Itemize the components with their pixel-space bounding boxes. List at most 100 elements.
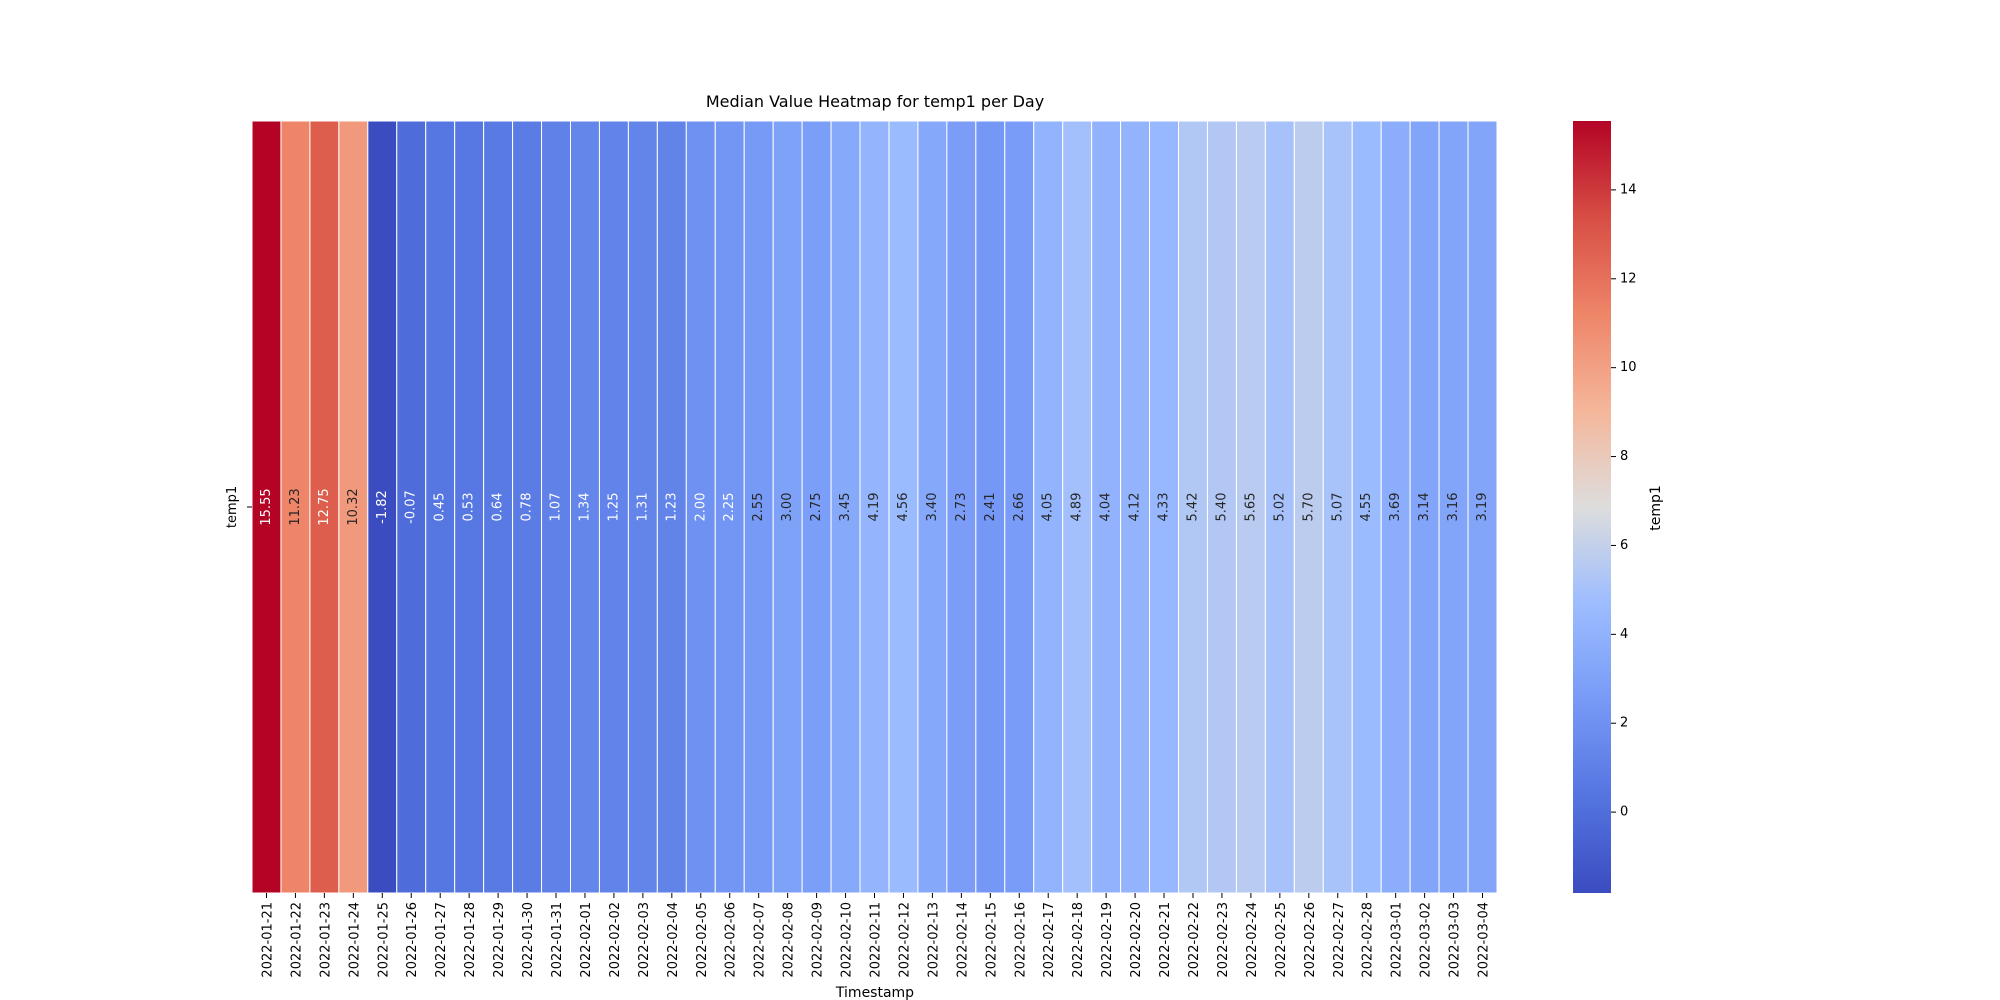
- x-tick-label: 2022-02-16: [1013, 902, 1028, 978]
- heatmap-cell: [512, 120, 543, 894]
- cell-value-label: 1.25: [606, 493, 621, 522]
- cell-value-label: 4.19: [867, 493, 882, 522]
- cell-value-label: 4.56: [896, 493, 911, 522]
- x-tick-label: 2022-02-22: [1187, 902, 1202, 978]
- x-tick-label: 2022-03-03: [1448, 902, 1463, 978]
- cell-value-label: 4.33: [1157, 493, 1172, 522]
- cell-value-label: 0.45: [433, 493, 448, 522]
- x-tick-label: 2022-02-09: [811, 902, 826, 978]
- x-tick-label: 2022-02-04: [666, 902, 681, 978]
- x-tick-label: 2022-02-13: [926, 902, 941, 978]
- heatmap-cell: [454, 120, 485, 894]
- x-tick-label: 2022-02-05: [695, 902, 710, 978]
- cell-value-label: 5.70: [1301, 493, 1316, 522]
- x-tick-label: 2022-01-22: [289, 902, 304, 978]
- cell-value-label: 1.23: [664, 493, 679, 522]
- heatmap-cell: [396, 120, 427, 894]
- cell-value-label: 3.45: [838, 493, 853, 522]
- cell-value-label: 15.55: [259, 488, 274, 525]
- x-tick-label: 2022-01-28: [463, 902, 478, 978]
- heatmap-cell: [859, 120, 890, 894]
- cell-value-label: -1.82: [375, 490, 390, 524]
- heatmap-cell: [1293, 120, 1324, 894]
- x-tick-label: 2022-02-15: [984, 902, 999, 978]
- cell-value-label: 3.00: [780, 493, 795, 522]
- heatmap-cell: [1467, 120, 1498, 894]
- heatmap-cell: [743, 120, 774, 894]
- colorbar-tick-label: 8: [1620, 449, 1628, 464]
- x-tick-label: 2022-01-24: [347, 902, 362, 978]
- x-tick-label: 2022-03-04: [1477, 902, 1492, 978]
- x-tick-label: 2022-02-18: [1071, 902, 1086, 978]
- cell-value-label: 4.04: [1099, 493, 1114, 522]
- cell-value-label: 4.12: [1128, 493, 1143, 522]
- cell-value-label: 1.34: [577, 493, 592, 522]
- x-tick-label: 2022-02-07: [753, 902, 768, 978]
- cell-value-label: 3.16: [1446, 493, 1461, 522]
- colorbar-tick-label: 4: [1620, 627, 1628, 642]
- heatmap-cell: [1120, 120, 1151, 894]
- heatmap-cell: [946, 120, 977, 894]
- x-axis-label: Timestamp: [835, 985, 914, 1000]
- cell-value-label: -0.07: [404, 490, 419, 524]
- x-tick-label: 2022-02-17: [1042, 902, 1057, 978]
- colorbar-tick-label: 12: [1620, 271, 1637, 286]
- cell-value-label: 0.78: [520, 493, 535, 522]
- colorbar-tick-label: 14: [1620, 182, 1637, 197]
- x-tick-label: 2022-02-20: [1129, 902, 1144, 978]
- cell-value-label: 5.42: [1185, 493, 1200, 522]
- x-tick-label: 2022-02-11: [869, 902, 884, 978]
- heatmap-cell: [1062, 120, 1093, 894]
- cell-value-label: 4.55: [1359, 493, 1374, 522]
- x-tick-label: 2022-01-23: [318, 902, 333, 978]
- row-label: temp1: [225, 486, 240, 528]
- x-tick-label: 2022-01-26: [405, 902, 420, 978]
- cell-value-label: 3.40: [925, 493, 940, 522]
- x-tick-label: 2022-02-02: [608, 902, 623, 978]
- heatmap-cell: [1004, 120, 1035, 894]
- cell-value-label: 12.75: [317, 488, 332, 525]
- cell-value-label: 4.89: [1070, 493, 1085, 522]
- heatmap-cell: [627, 120, 658, 894]
- x-tick-label: 2022-03-02: [1419, 902, 1434, 978]
- x-tick-label: 2022-02-12: [897, 902, 912, 978]
- heatmap-cell: [251, 120, 282, 894]
- colorbar-tick-label: 6: [1620, 538, 1628, 553]
- cell-value-label: 0.64: [491, 493, 506, 522]
- row-labels: temp1: [225, 486, 252, 528]
- heatmap-cell: [1438, 120, 1469, 894]
- x-tick-label: 2022-02-27: [1332, 902, 1347, 978]
- cell-value-label: 2.75: [809, 493, 824, 522]
- x-tick-label: 2022-02-28: [1361, 902, 1376, 978]
- cell-value-label: 1.07: [549, 493, 564, 522]
- heatmap-cell: [1380, 120, 1411, 894]
- cell-value-label: 5.02: [1272, 493, 1287, 522]
- cell-value-label: 3.14: [1417, 493, 1432, 522]
- x-tick-label: 2022-02-10: [840, 902, 855, 978]
- cell-value-label: 5.65: [1243, 493, 1258, 522]
- x-tick-label: 2022-02-08: [782, 902, 797, 978]
- colorbar-gradient: [1573, 121, 1611, 893]
- heatmap-cell: [1351, 120, 1382, 894]
- heatmap-cell: [280, 120, 311, 894]
- cell-value-label: 2.66: [1012, 493, 1027, 522]
- heatmap-cell: [1033, 120, 1064, 894]
- cell-value-label: 2.55: [751, 493, 766, 522]
- x-tick-label: 2022-01-21: [260, 902, 275, 978]
- cell-value-label: 3.19: [1475, 493, 1490, 522]
- x-tick-label: 2022-02-06: [724, 902, 739, 978]
- cell-value-label: 3.69: [1388, 493, 1403, 522]
- cell-value-label: 2.73: [954, 493, 969, 522]
- cell-value-label: 5.40: [1214, 493, 1229, 522]
- chart-title: Median Value Heatmap for temp1 per Day: [706, 92, 1044, 111]
- heatmap-cell: [685, 120, 716, 894]
- x-tick-label: 2022-01-29: [492, 902, 507, 978]
- heatmap-cell: [714, 120, 745, 894]
- cell-value-label: 1.31: [635, 493, 650, 522]
- x-tick-label: 2022-01-30: [521, 902, 536, 978]
- x-tick-label: 2022-02-01: [579, 902, 594, 978]
- colorbar-tick-label: 10: [1620, 360, 1637, 375]
- heatmap-cell: [569, 120, 600, 894]
- cell-value-label: 5.07: [1330, 493, 1345, 522]
